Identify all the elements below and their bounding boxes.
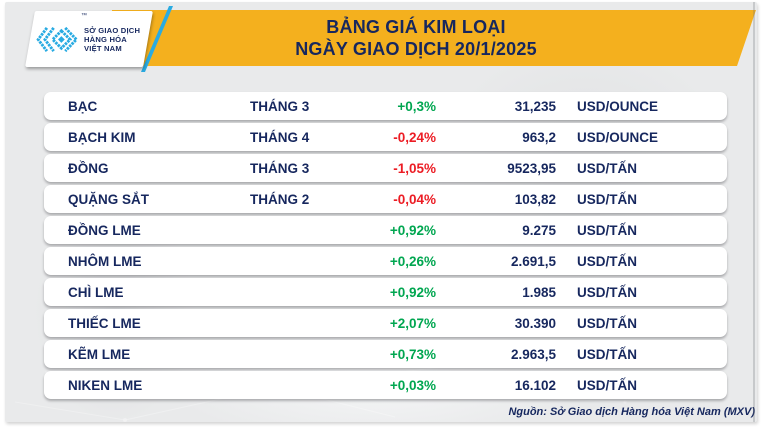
percent-change: +0,92% (389, 284, 436, 300)
price-unit: USD/TẤN (577, 191, 637, 207)
percent-change: +0,3% (397, 98, 436, 114)
mxv-diamond-chevrons-icon (36, 26, 79, 52)
mxv-logo: ™ SỞ GIAO DỊCH HÀNG HÓA VIỆT NAM (35, 13, 147, 63)
commodity-name: ĐỒNG (68, 160, 109, 176)
price-unit: USD/TẤN (577, 284, 637, 300)
page-title-line1: BẢNG GIÁ KIM LOẠI (326, 17, 506, 37)
price-value: 103,82 (514, 191, 556, 207)
commodity-name: BẠC (68, 98, 98, 114)
commodity-name: CHÌ LME (68, 284, 124, 300)
percent-change: +0,73% (389, 346, 436, 362)
percent-change: -0,24% (393, 129, 436, 145)
price-unit: USD/TẤN (577, 346, 637, 362)
table-row: BẠCH KIM THÁNG 4 -0,24% 963,2 USD/OUNCE (44, 123, 727, 151)
table-row: BẠC THÁNG 3 +0,3% 31,235 USD/OUNCE (44, 92, 727, 120)
source-note: Nguồn: Sở Giao dịch Hàng hóa Việt Nam (M… (508, 406, 755, 418)
percent-change: +0,26% (389, 253, 436, 269)
price-unit: USD/TẤN (577, 222, 637, 238)
price-value: 31,235 (514, 98, 556, 114)
price-unit: USD/TẤN (577, 377, 637, 393)
price-value: 2.691,5 (510, 253, 556, 269)
price-value: 30.390 (514, 315, 556, 331)
commodity-name: THIẾC LME (68, 315, 141, 331)
commodity-name: QUẶNG SẮT (68, 191, 149, 207)
price-value: 9.275 (522, 222, 556, 238)
price-unit: USD/TẤN (577, 315, 637, 331)
logo-org-line3: VIỆT NAM (84, 43, 122, 53)
trademark-mark: ™ (81, 13, 87, 19)
table-row: NIKEN LME +0,03% 16.102 USD/TẤN (44, 371, 727, 399)
commodity-name: BẠCH KIM (68, 129, 136, 145)
table-row: NHÔM LME +0,26% 2.691,5 USD/TẤN (44, 247, 727, 275)
page-title-line2: NGÀY GIAO DỊCH 20/1/2025 (295, 39, 537, 59)
table-row: QUẶNG SẮT THÁNG 2 -0,04% 103,82 USD/TẤN (44, 185, 727, 213)
price-table: BẠC THÁNG 3 +0,3% 31,235 USD/OUNCE BẠCH … (44, 92, 727, 402)
logo-org-line1: SỞ GIAO DỊCH (84, 25, 141, 35)
percent-change: -1,05% (393, 160, 436, 176)
background-card: BẢNG GIÁ KIM LOẠI NGÀY GIAO DỊCH 20/1/20… (5, 2, 757, 422)
percent-change: +0,03% (389, 377, 436, 393)
commodity-name: KẼM LME (68, 346, 131, 362)
price-unit: USD/TẤN (577, 160, 637, 176)
logo-org-name: SỞ GIAO DỊCH HÀNG HÓA VIỆT NAM (84, 26, 140, 53)
contract-month: THÁNG 4 (250, 129, 310, 145)
price-unit: USD/OUNCE (577, 98, 659, 114)
percent-change: +2,07% (389, 315, 436, 331)
table-row: ĐỒNG LME +0,92% 9.275 USD/TẤN (44, 216, 727, 244)
background-crease-line (753, 2, 755, 422)
table-row: ĐỒNG THÁNG 3 -1,05% 9523,95 USD/TẤN (44, 154, 727, 182)
contract-month: THÁNG 3 (250, 98, 310, 114)
price-value: 9523,95 (507, 160, 556, 176)
price-unit: USD/OUNCE (577, 129, 659, 145)
table-row: THIẾC LME +2,07% 30.390 USD/TẤN (44, 309, 727, 337)
title-banner: BẢNG GIÁ KIM LOẠI NGÀY GIAO DỊCH 20/1/20… (112, 10, 756, 66)
percent-change: +0,92% (389, 222, 436, 238)
commodity-name: NIKEN LME (68, 377, 143, 393)
commodity-name: ĐỒNG LME (68, 222, 141, 238)
price-value: 16.102 (514, 377, 556, 393)
price-value: 2.963,5 (510, 346, 556, 362)
page-title: BẢNG GIÁ KIM LOẠI NGÀY GIAO DỊCH 20/1/20… (295, 16, 537, 60)
commodity-name: NHÔM LME (68, 253, 142, 269)
price-unit: USD/TẤN (577, 253, 637, 269)
contract-month: THÁNG 2 (250, 191, 310, 207)
contract-month: THÁNG 3 (250, 160, 310, 176)
price-value: 1.985 (522, 284, 556, 300)
percent-change: -0,04% (393, 191, 436, 207)
table-row: KẼM LME +0,73% 2.963,5 USD/TẤN (44, 340, 727, 368)
price-value: 963,2 (522, 129, 556, 145)
logo-org-line2: HÀNG HÓA (84, 34, 127, 44)
table-row: CHÌ LME +0,92% 1.985 USD/TẤN (44, 278, 727, 306)
